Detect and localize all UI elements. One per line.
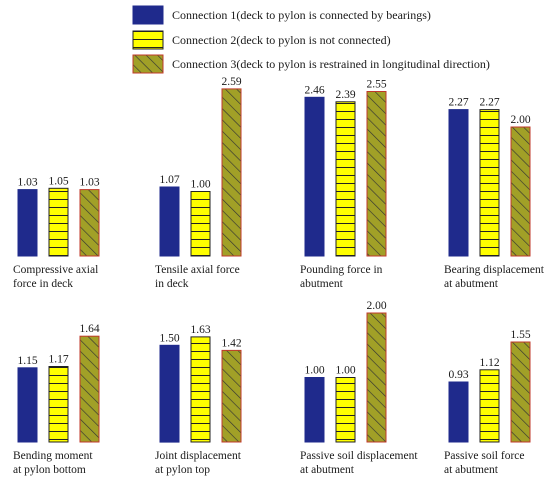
value-label-panel3-series2: 2.39 [335, 89, 355, 101]
value-label-panel8-series2: 1.12 [479, 357, 499, 369]
panel-4: 2.27 2.27 2.00 Bearing displacement at abutm… [444, 97, 545, 290]
category-label-panel1-line1: Compressive axial [13, 264, 98, 276]
category-label-panel1-line2: force in deck [13, 278, 73, 290]
value-label-panel4-series2: 2.27 [479, 97, 499, 109]
category-label-panel5-line1: Bending moment [13, 450, 93, 462]
value-label-panel7-series1: 1.00 [304, 365, 324, 377]
value-label-panel5-series3: 1.64 [79, 323, 99, 335]
value-label-panel8-series1: 0.93 [448, 369, 468, 381]
category-label-panel2-line1: Tensile axial force [155, 264, 240, 276]
chart-panels: 1.03 1.05 1.03 Compressive axial force in de… [13, 76, 545, 476]
value-label-panel3-series3: 2.55 [366, 79, 386, 91]
bar-panel3-series2 [335, 101, 356, 257]
value-label-panel5-series2: 1.17 [48, 354, 68, 366]
value-label-panel6-series2: 1.63 [190, 324, 210, 336]
legend: Connection 1(deck to pylon is connected … [132, 5, 490, 74]
bar-panel7-series1 [304, 377, 325, 443]
value-label-panel7-series3: 2.00 [366, 300, 386, 312]
value-label-panel2-series3: 2.59 [221, 76, 241, 88]
bar-panel8-series1 [448, 381, 469, 443]
bar-panel8-series2 [479, 369, 500, 443]
legend-label-2: Connection 2(deck to pylon is not connec… [172, 33, 391, 47]
value-label-panel1-series3: 1.03 [79, 177, 99, 189]
value-label-panel5-series1: 1.15 [17, 355, 37, 367]
category-label-panel4-line2: at abutment [444, 278, 499, 290]
bar-panel5-series2 [48, 366, 69, 443]
bar-panel3-series1 [304, 96, 325, 257]
bar-panel4-series2 [479, 109, 500, 257]
bar-panel4-series3 [510, 126, 531, 257]
value-label-panel1-series2: 1.05 [48, 175, 68, 187]
bar-panel3-series3 [366, 91, 387, 257]
value-label-panel7-series2: 1.00 [335, 365, 355, 377]
bar-panel1-series3 [79, 189, 100, 257]
bar-panel2-series1 [159, 186, 180, 257]
value-label-panel4-series3: 2.00 [510, 114, 530, 126]
category-label-panel8-line1: Passive soil force [444, 450, 524, 462]
value-label-panel4-series1: 2.27 [448, 97, 468, 109]
bar-panel6-series1 [159, 344, 180, 443]
bar-panel7-series3 [366, 312, 387, 443]
bar-panel1-series2 [48, 187, 69, 257]
panel-7: 1.00 1.00 2.00 Passive soil displacement at … [300, 300, 418, 476]
bar-panel4-series1 [448, 109, 469, 257]
panel-2: 1.07 1.00 2.59 Tensile axial force in deck [155, 76, 242, 290]
category-label-panel2-line2: in deck [155, 278, 189, 290]
bar-panel8-series3 [510, 341, 531, 443]
category-label-panel7-line1: Passive soil displacement [300, 450, 418, 462]
legend-label-3: Connection 3(deck to pylon is restrained… [172, 57, 490, 71]
legend-label-1: Connection 1(deck to pylon is connected … [172, 8, 431, 22]
panel-5: 1.15 1.17 1.64 Bending moment at pylon botto… [13, 323, 100, 476]
bar-panel2-series2 [190, 191, 211, 257]
bar-panel5-series1 [17, 367, 38, 443]
legend-swatch-2 [132, 30, 164, 50]
bar-panel7-series2 [335, 377, 356, 443]
category-label-panel3-line2: abutment [300, 278, 344, 290]
category-label-panel6-line2: at pylon top [155, 464, 210, 476]
legend-swatch-3 [132, 54, 164, 74]
bar-panel6-series2 [190, 336, 211, 443]
bar-panel2-series3 [221, 88, 242, 257]
value-label-panel8-series3: 1.55 [510, 329, 530, 341]
value-label-panel2-series1: 1.07 [159, 174, 179, 186]
category-label-panel8-line2: at abutment [444, 464, 499, 476]
panel-8: 0.93 1.12 1.55 Passive soil force at abutmen… [444, 329, 531, 476]
value-label-panel6-series3: 1.42 [221, 337, 241, 349]
panel-6: 1.50 1.63 1.42 Joint displacement at pylon t… [155, 324, 242, 476]
category-label-panel5-line2: at pylon bottom [13, 464, 86, 476]
category-label-panel6-line1: Joint displacement [155, 450, 242, 462]
value-label-panel3-series1: 2.46 [304, 84, 324, 96]
panel-1: 1.03 1.05 1.03 Compressive axial force in de… [13, 175, 100, 290]
panel-3: 2.46 2.39 2.55 Pounding force in abutment [300, 79, 387, 291]
category-label-panel4-line1: Bearing displacement [444, 264, 545, 276]
legend-swatch-1 [132, 5, 164, 25]
category-label-panel3-line1: Pounding force in [300, 264, 383, 276]
bar-panel5-series3 [79, 335, 100, 443]
value-label-panel2-series2: 1.00 [190, 179, 210, 191]
category-label-panel7-line2: at abutment [300, 464, 355, 476]
bar-panel6-series3 [221, 349, 242, 443]
value-label-panel1-series1: 1.03 [17, 177, 37, 189]
bar-panel1-series1 [17, 189, 38, 257]
value-label-panel6-series1: 1.50 [159, 332, 179, 344]
